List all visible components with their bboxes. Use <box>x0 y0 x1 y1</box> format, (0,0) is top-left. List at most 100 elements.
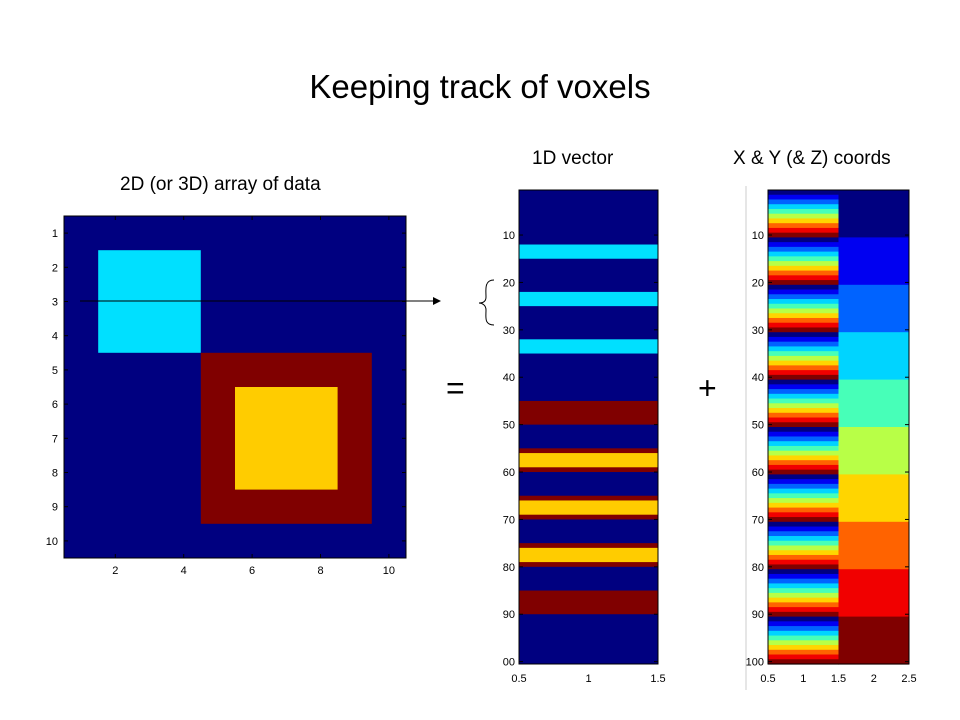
coords-x-cell <box>768 540 839 547</box>
array-axes-box <box>63 215 407 559</box>
coords-x-cell <box>768 284 839 291</box>
slide-title: Keeping track of voxels <box>309 68 651 105</box>
coords-x-cell <box>768 507 839 513</box>
coords-ytick-label: 10 <box>752 230 764 242</box>
coords-x-cell <box>768 545 839 551</box>
coords-heatmap: 10 20 30 40 50 60 70 80 90 100 0.5 1 1.5 2 2.5 <box>745 186 917 690</box>
coords-x-cell <box>768 389 839 395</box>
coords-x-cell <box>768 517 839 523</box>
coords-xtick-label: 0.5 <box>760 673 775 685</box>
vector-heatmap: 10 20 30 40 50 60 70 80 90 00 0.5 1 1.5 <box>503 189 666 685</box>
coords-x-cell <box>768 550 839 556</box>
coords-x-cell <box>768 564 839 570</box>
coords-x-cell <box>768 521 839 528</box>
coords-x-cell <box>768 654 839 660</box>
array-xtick-label: 10 <box>383 565 395 577</box>
coords-x-cell <box>768 455 839 461</box>
coords-x-cell <box>768 417 839 423</box>
array-ytick-label: 6 <box>52 399 58 411</box>
coords-x-cell <box>768 498 839 504</box>
coords-ytick-label: 80 <box>752 562 764 574</box>
coords-x-cell <box>768 611 839 618</box>
array-ytick-label: 8 <box>52 468 58 480</box>
vector-band <box>519 339 658 354</box>
vector-band <box>519 547 658 563</box>
coords-x-cell <box>768 294 839 300</box>
coords-x-cell <box>768 256 839 262</box>
coords-x-cell <box>768 436 839 442</box>
coords-ytick-label: 50 <box>752 420 764 432</box>
vector-xtick-label: 1.5 <box>650 673 665 685</box>
coords-x-cell <box>768 536 839 542</box>
coords-x-cell <box>768 280 839 286</box>
coords-x-cell <box>768 488 839 494</box>
coords-x-cell <box>768 592 839 599</box>
coords-x-cell <box>768 445 839 452</box>
coords-x-cell <box>768 602 839 608</box>
coords-x-cell <box>768 341 839 348</box>
coords-x-cell <box>768 213 839 220</box>
coords-x-cell <box>768 422 839 428</box>
coords-x-cell <box>768 597 839 603</box>
coords-plot-label: X & Y (& Z) coords <box>733 148 891 169</box>
coords-x-cell <box>768 218 839 224</box>
coords-x-cell <box>768 251 839 257</box>
vector-xtick-label: 1 <box>585 673 591 685</box>
coords-x-cell <box>768 384 839 390</box>
vector-ytick-label: 60 <box>503 467 515 479</box>
array-ytick-label: 9 <box>52 502 58 514</box>
coords-x-cell <box>768 246 839 253</box>
coords-x-cell <box>768 351 839 357</box>
vector-ytick-label: 10 <box>503 230 515 242</box>
vector-axes-box <box>518 189 659 665</box>
coords-ytick-label: 90 <box>752 609 764 621</box>
coords-axes-box <box>767 189 910 665</box>
vector-ytick-label: 30 <box>503 325 515 337</box>
coords-x-cell <box>768 379 839 385</box>
coords-x-cell <box>768 190 839 196</box>
coords-x-cell <box>768 607 839 613</box>
coords-x-cell <box>768 265 839 272</box>
coords-x-cell <box>768 204 839 210</box>
array-ytick-label: 7 <box>52 433 58 445</box>
coords-y-block <box>838 474 909 523</box>
coords-x-cell <box>768 303 839 310</box>
vector-ytick-label: 00 <box>503 657 515 669</box>
coords-x-cell <box>768 308 839 314</box>
vector-background <box>519 190 658 664</box>
coords-x-cell <box>768 659 839 665</box>
vector-ytick-label: 20 <box>503 277 515 289</box>
coords-x-cell <box>768 502 839 509</box>
coords-x-cell <box>768 616 839 622</box>
vector-band <box>519 500 658 515</box>
coords-x-cell <box>768 370 839 376</box>
array-ytick-label: 2 <box>52 262 58 274</box>
coords-x-cell <box>768 427 839 433</box>
equals-sign: = <box>446 370 465 406</box>
coords-x-cell <box>768 365 839 371</box>
coords-x-cell <box>768 635 839 641</box>
coords-y-block <box>838 569 909 618</box>
coords-x-cell <box>768 621 839 627</box>
array-xtick-label: 8 <box>317 565 323 577</box>
coords-x-cell <box>768 242 839 248</box>
coords-x-cell <box>768 460 839 466</box>
coords-x-cell <box>768 360 839 366</box>
coords-x-cell <box>768 289 839 295</box>
coords-x-cell <box>768 640 839 646</box>
coords-x-cell <box>768 469 839 475</box>
coords-ytick-label: 20 <box>752 277 764 289</box>
coords-y-block <box>838 284 909 333</box>
array-ytick-label: 5 <box>52 365 58 377</box>
coords-x-cell <box>768 626 839 632</box>
coords-xtick-label: 2.5 <box>901 673 916 685</box>
coords-x-cell <box>768 559 839 566</box>
coords-x-cell <box>768 346 839 352</box>
vector-band <box>519 453 658 468</box>
coords-x-cell <box>768 270 839 276</box>
array-ytick-label: 3 <box>52 297 58 309</box>
vector-ytick-label: 40 <box>503 372 515 384</box>
coords-xtick-label: 2 <box>871 673 877 685</box>
coords-x-cell <box>768 223 839 229</box>
